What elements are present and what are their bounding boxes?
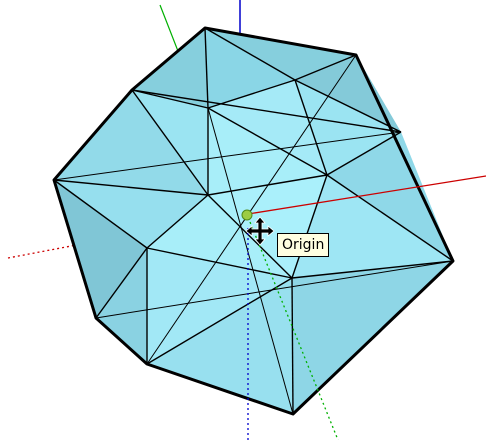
icosahedron-model[interactable] [52,26,455,416]
model-edges [52,26,455,416]
red-axis-positive [247,175,486,215]
axes-front [247,175,486,440]
move-cursor-icon [245,216,275,246]
green-axis-negative [249,221,339,440]
origin-inference-point[interactable] [241,209,253,221]
origin-tooltip: Origin [277,233,330,257]
model-faces [54,28,453,414]
